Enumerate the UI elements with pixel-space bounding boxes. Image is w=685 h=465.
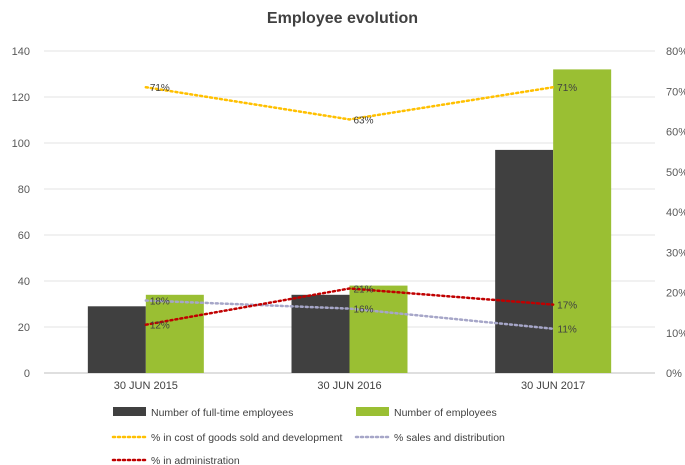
y-right-tick-label: 0% bbox=[666, 368, 682, 380]
legend-label-4: % in administration bbox=[151, 455, 240, 465]
y-right-tick-label: 40% bbox=[666, 207, 685, 219]
series-line-1 bbox=[144, 299, 555, 330]
data-label: 71% bbox=[557, 83, 577, 94]
y-right-tick-label: 20% bbox=[666, 288, 685, 300]
chart-title: Employee evolution bbox=[266, 10, 419, 27]
y-right-tick-label: 60% bbox=[666, 127, 685, 139]
y-right-tick-label: 30% bbox=[666, 247, 685, 259]
data-label: 11% bbox=[558, 325, 577, 336]
y-left-tick-label: 120 bbox=[12, 92, 30, 104]
bar-0-2 bbox=[495, 149, 554, 373]
data-label: 16% bbox=[353, 305, 373, 316]
x-tick-label: 30 JUN 2015 bbox=[114, 380, 178, 392]
y-right-tick-label: 80% bbox=[666, 46, 685, 58]
data-label: 71% bbox=[150, 83, 170, 94]
data-label: 18% bbox=[150, 297, 170, 308]
legend-label-2: % in cost of goods sold and development bbox=[151, 432, 343, 444]
y-left-tick-label: 0 bbox=[24, 368, 30, 380]
legend-label-1: Number of employees bbox=[394, 407, 497, 419]
x-tick-label: 30 JUN 2016 bbox=[317, 380, 381, 392]
y-left-tick-label: 20 bbox=[18, 322, 30, 334]
data-label: 63% bbox=[353, 115, 373, 126]
data-label: 12% bbox=[150, 321, 170, 332]
data-label: 21% bbox=[353, 284, 373, 295]
bar-1-2 bbox=[553, 69, 612, 374]
legend-label-3: % sales and distribution bbox=[394, 432, 505, 444]
series-line-2 bbox=[144, 287, 555, 326]
y-left-tick-label: 100 bbox=[12, 138, 30, 150]
legend-swatch-1 bbox=[356, 407, 389, 416]
legend-swatch-0 bbox=[113, 407, 146, 416]
y-right-tick-label: 70% bbox=[666, 86, 685, 98]
bar-0-0 bbox=[87, 306, 146, 373]
y-left-tick-label: 40 bbox=[18, 276, 30, 288]
bar-1-1 bbox=[349, 285, 408, 373]
series-line-0 bbox=[144, 85, 555, 121]
y-right-tick-label: 10% bbox=[666, 328, 685, 340]
y-left-tick-label: 80 bbox=[18, 184, 30, 196]
y-right-tick-label: 50% bbox=[666, 167, 685, 179]
y-left-tick-label: 140 bbox=[12, 46, 30, 58]
bar-1-0 bbox=[145, 294, 204, 373]
data-label: 17% bbox=[557, 301, 577, 312]
legend-label-0: Number of full-time employees bbox=[151, 407, 293, 419]
y-left-tick-label: 60 bbox=[18, 230, 30, 242]
x-tick-label: 30 JUN 2017 bbox=[521, 380, 585, 392]
